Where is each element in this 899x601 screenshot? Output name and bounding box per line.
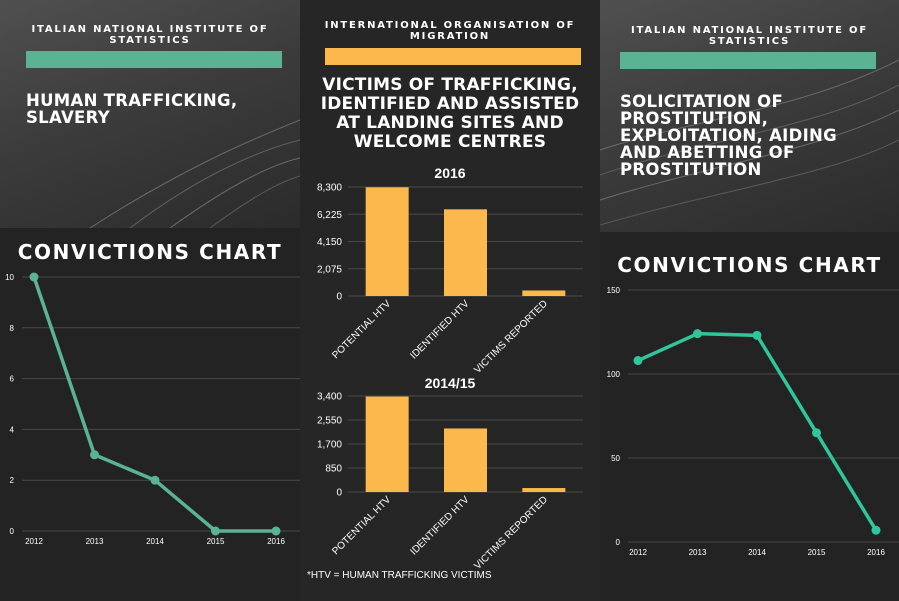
right-panel: ITALIAN NATIONAL INSTITUTE OF STATISTICS…: [600, 0, 899, 601]
bar: [444, 209, 487, 296]
y-tick-label: 8: [10, 324, 15, 333]
y-tick-label: 6,225: [317, 210, 342, 221]
middle-panel: INTERNATIONAL ORGANISATION OF MIGRATION …: [300, 0, 600, 601]
data-point: [812, 428, 821, 438]
category-label: IDENTIFIED HTV: [408, 298, 471, 361]
y-tick-label: 2: [10, 476, 15, 485]
data-point: [29, 272, 39, 282]
left-accent-bar: [26, 51, 282, 68]
series-line: [637, 331, 878, 532]
bar: [444, 428, 487, 492]
x-tick-label: 2013: [689, 548, 707, 557]
y-tick-label: 2,075: [317, 264, 342, 275]
data-point: [150, 475, 160, 485]
data-point: [211, 526, 220, 536]
htv-footnote: *HTV = HUMAN TRAFFICKING VICTIMS: [307, 570, 492, 581]
data-point: [633, 356, 643, 366]
y-tick-label: 150: [607, 286, 621, 295]
left-convictions-line-chart: 0 2 4 6 8 10 2012 2013 2014 2015 2016: [5, 272, 300, 546]
x-tick-label: 2014: [146, 537, 164, 546]
highway-background-graphic: [600, 59, 899, 226]
left-hero-banner: ITALIAN NATIONAL INSTITUTE OF STATISTICS…: [0, 0, 300, 228]
y-tick-label: 2,550: [317, 416, 342, 427]
y-tick-label: 8,300: [317, 183, 342, 194]
highway-background-graphic: [89, 119, 300, 228]
chart-subtitle: 2016: [434, 165, 465, 181]
right-chart-heading: CONVICTIONS CHART: [617, 253, 882, 277]
right-convictions-line-chart: 0 50 100 150 2012 2013 2014 2015 2016: [607, 286, 899, 557]
chart-subtitle: 2014/15: [425, 375, 476, 391]
left-panel: ITALIAN NATIONAL INSTITUTE OF STATISTICS…: [0, 0, 300, 601]
left-source-label: ITALIAN NATIONAL INSTITUTE OF STATISTICS: [31, 24, 269, 46]
data-point: [693, 329, 702, 339]
y-tick-label: 0: [616, 538, 621, 547]
category-label: POTENTIAL HTV: [330, 494, 393, 557]
y-tick-label: 50: [611, 454, 620, 463]
category-label: POTENTIAL HTV: [330, 298, 393, 361]
y-tick-label: 4,150: [317, 237, 342, 248]
category-label: VICTIMS REPORTED: [472, 494, 550, 572]
bar: [365, 187, 409, 296]
x-tick-label: 2015: [808, 548, 826, 557]
y-tick-label: 850: [325, 464, 342, 475]
bar: [365, 396, 409, 492]
right-source-label: ITALIAN NATIONAL INSTITUTE OF STATISTICS: [631, 25, 868, 47]
x-tick-label: 2015: [207, 537, 225, 546]
x-tick-label: 2016: [267, 537, 285, 546]
middle-title: VICTIMS OF TRAFFICKING, IDENTIFIED AND A…: [320, 75, 580, 152]
series-line: [32, 276, 276, 533]
x-tick-label: 2014: [748, 548, 766, 557]
left-chart-heading: CONVICTIONS CHART: [17, 240, 283, 264]
y-tick-label: 1,700: [317, 440, 342, 451]
y-tick-label: 3,400: [317, 392, 342, 403]
x-tick-label: 2012: [629, 548, 647, 557]
right-hero-banner: ITALIAN NATIONAL INSTITUTE OF STATISTICS…: [600, 0, 899, 232]
y-tick-label: 100: [607, 370, 621, 379]
right-title: SOLICITATION OF PROSTITUTION, EXPLOITATI…: [620, 92, 837, 179]
data-point: [871, 525, 881, 535]
x-tick-label: 2013: [86, 537, 104, 546]
data-point: [90, 450, 99, 460]
y-tick-label: 0: [336, 488, 342, 499]
right-accent-bar: [620, 52, 876, 69]
y-tick-label: 6: [10, 375, 15, 384]
category-label: VICTIMS REPORTED: [472, 298, 550, 376]
middle-accent-bar: [325, 48, 581, 65]
x-tick-label: 2012: [25, 537, 43, 546]
y-tick-label: 10: [5, 273, 14, 282]
bar-chart-2016: 2016 0 2,075 4,150 6,225 8,300 POTENTIAL HTV ID…: [317, 165, 583, 376]
left-title: HUMAN TRAFFICKING, SLAVERY: [26, 91, 238, 127]
data-point: [271, 526, 281, 536]
middle-source-label: INTERNATIONAL ORGANISATION OF MIGRATION: [324, 20, 576, 42]
bar-chart-2014-15: 2014/15 0 850 1,700 2,550 3,400 POTENTIAL HTV I…: [317, 375, 583, 572]
bar: [522, 488, 566, 492]
bar: [522, 290, 566, 296]
category-label: IDENTIFIED HTV: [408, 494, 471, 557]
y-tick-label: 0: [10, 527, 15, 536]
y-tick-label: 0: [336, 292, 342, 303]
data-point: [752, 330, 762, 340]
y-tick-label: 4: [10, 425, 15, 434]
x-tick-label: 2016: [867, 548, 885, 557]
